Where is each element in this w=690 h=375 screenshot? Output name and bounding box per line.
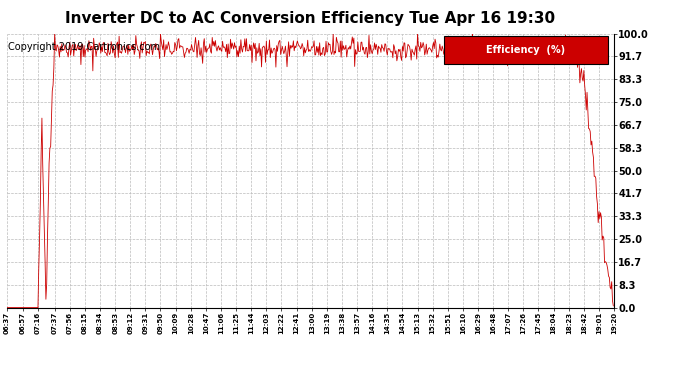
FancyBboxPatch shape: [444, 36, 608, 64]
Text: Copyright 2019 Cartronics.com: Copyright 2019 Cartronics.com: [8, 42, 160, 52]
Text: Inverter DC to AC Conversion Efficiency Tue Apr 16 19:30: Inverter DC to AC Conversion Efficiency …: [66, 11, 555, 26]
Text: Efficiency  (%): Efficiency (%): [486, 45, 566, 55]
